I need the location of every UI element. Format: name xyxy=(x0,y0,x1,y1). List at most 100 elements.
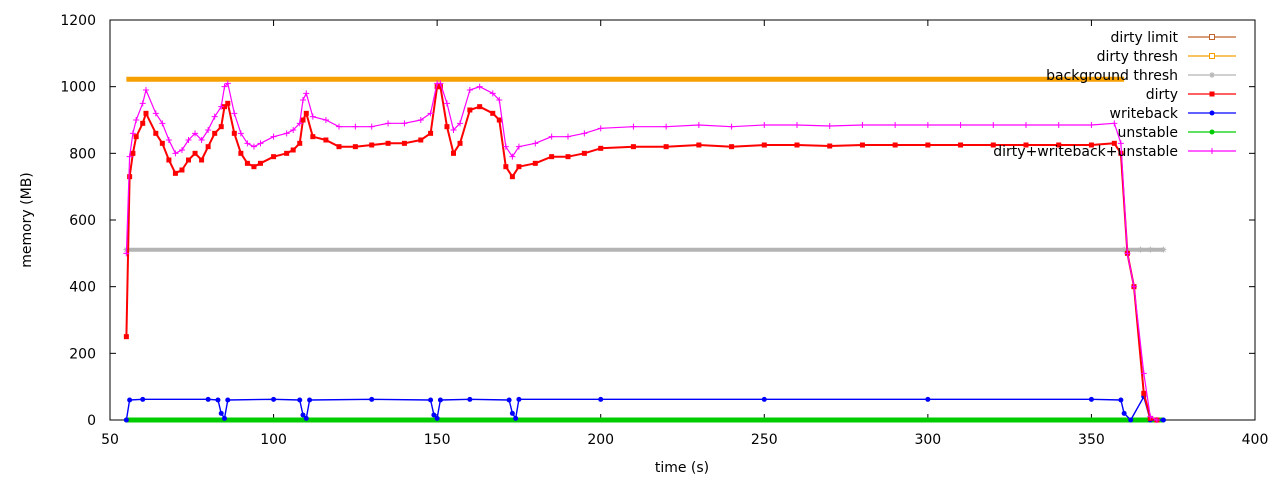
data-point xyxy=(296,120,303,127)
data-point xyxy=(336,123,342,130)
data-point xyxy=(303,90,310,97)
data-point xyxy=(310,134,316,140)
data-point xyxy=(231,130,237,136)
data-point xyxy=(892,142,898,148)
data-point xyxy=(250,143,257,150)
data-point xyxy=(192,130,199,137)
legend-swatch-marker xyxy=(1209,34,1215,40)
data-point xyxy=(166,157,172,163)
data-point xyxy=(178,147,185,153)
data-point xyxy=(244,140,251,147)
y-tick-label: 400 xyxy=(69,280,96,296)
legend-swatch-marker xyxy=(1209,91,1215,97)
data-point xyxy=(549,154,555,160)
data-point xyxy=(925,396,931,402)
legend-label: dirty+writeback+unstable xyxy=(993,144,1178,160)
data-point xyxy=(309,113,316,120)
data-point xyxy=(457,120,464,127)
data-point xyxy=(127,397,133,403)
data-point xyxy=(827,143,833,149)
data-point xyxy=(761,396,767,402)
data-point xyxy=(172,150,179,157)
data-point xyxy=(1111,140,1117,146)
data-point xyxy=(598,396,604,402)
data-point xyxy=(133,117,140,123)
data-point xyxy=(225,397,231,403)
legend-label: writeback xyxy=(1110,106,1179,122)
y-tick-label: 600 xyxy=(69,213,96,229)
data-point xyxy=(826,123,833,129)
x-tick-label: 150 xyxy=(424,432,451,448)
data-point xyxy=(729,144,735,150)
data-point xyxy=(251,164,257,170)
legend-swatch-marker xyxy=(1209,53,1215,59)
data-point xyxy=(597,125,604,132)
y-tick-label: 1000 xyxy=(60,80,96,96)
data-point xyxy=(728,123,735,130)
data-point xyxy=(1055,122,1062,128)
data-point xyxy=(506,397,512,403)
data-point xyxy=(153,130,159,136)
x-tick-label: 350 xyxy=(1078,432,1105,448)
data-point xyxy=(257,160,263,166)
data-point xyxy=(225,100,231,106)
data-point xyxy=(663,144,669,150)
data-point xyxy=(434,84,440,90)
data-point xyxy=(532,160,538,166)
data-point xyxy=(630,144,636,150)
data-point xyxy=(192,150,198,156)
data-point xyxy=(218,103,225,110)
data-point xyxy=(467,107,473,113)
data-point xyxy=(218,124,224,130)
data-point xyxy=(159,140,165,146)
y-tick-label: 0 xyxy=(87,413,96,429)
data-point xyxy=(385,120,392,127)
legend: dirty limit dirty thresh background thresh… xyxy=(993,30,1236,160)
data-point xyxy=(322,117,329,123)
data-point xyxy=(1128,417,1134,423)
data-point xyxy=(143,110,149,116)
data-point xyxy=(444,124,450,130)
data-point xyxy=(159,120,166,127)
data-point xyxy=(1147,413,1154,420)
data-point xyxy=(300,117,306,123)
data-point xyxy=(199,157,205,163)
data-point xyxy=(352,123,359,130)
data-point xyxy=(139,100,146,107)
series-line-3 xyxy=(125,85,1158,421)
data-point xyxy=(401,120,408,127)
data-point xyxy=(172,170,178,176)
data-point xyxy=(300,412,306,418)
legend-swatch-marker xyxy=(1209,110,1215,116)
legend-label: dirty xyxy=(1146,87,1178,103)
x-tick-label: 200 xyxy=(587,432,614,448)
data-point xyxy=(179,167,185,173)
data-point xyxy=(352,144,358,150)
data-point xyxy=(509,153,516,160)
data-point xyxy=(336,144,342,150)
data-point xyxy=(385,140,391,146)
data-point xyxy=(1160,246,1167,253)
data-point xyxy=(257,140,264,147)
data-point xyxy=(1023,142,1029,148)
x-tick-label: 300 xyxy=(914,432,941,448)
data-point xyxy=(477,104,483,110)
legend-swatch-marker xyxy=(1209,148,1215,154)
legend-label: dirty thresh xyxy=(1097,49,1178,65)
data-point xyxy=(428,397,434,403)
series-layer xyxy=(123,76,1167,423)
data-point xyxy=(548,133,555,140)
data-point xyxy=(218,410,224,416)
y-axis-label: memory (MB) xyxy=(19,172,35,268)
data-point xyxy=(509,174,515,180)
data-point xyxy=(1088,142,1094,148)
data-point xyxy=(205,144,211,150)
data-point xyxy=(1121,410,1127,416)
data-point xyxy=(516,396,522,402)
data-point xyxy=(1088,122,1095,128)
data-point xyxy=(467,396,473,402)
data-point xyxy=(434,415,440,421)
data-point xyxy=(489,90,496,97)
data-point xyxy=(417,117,424,123)
